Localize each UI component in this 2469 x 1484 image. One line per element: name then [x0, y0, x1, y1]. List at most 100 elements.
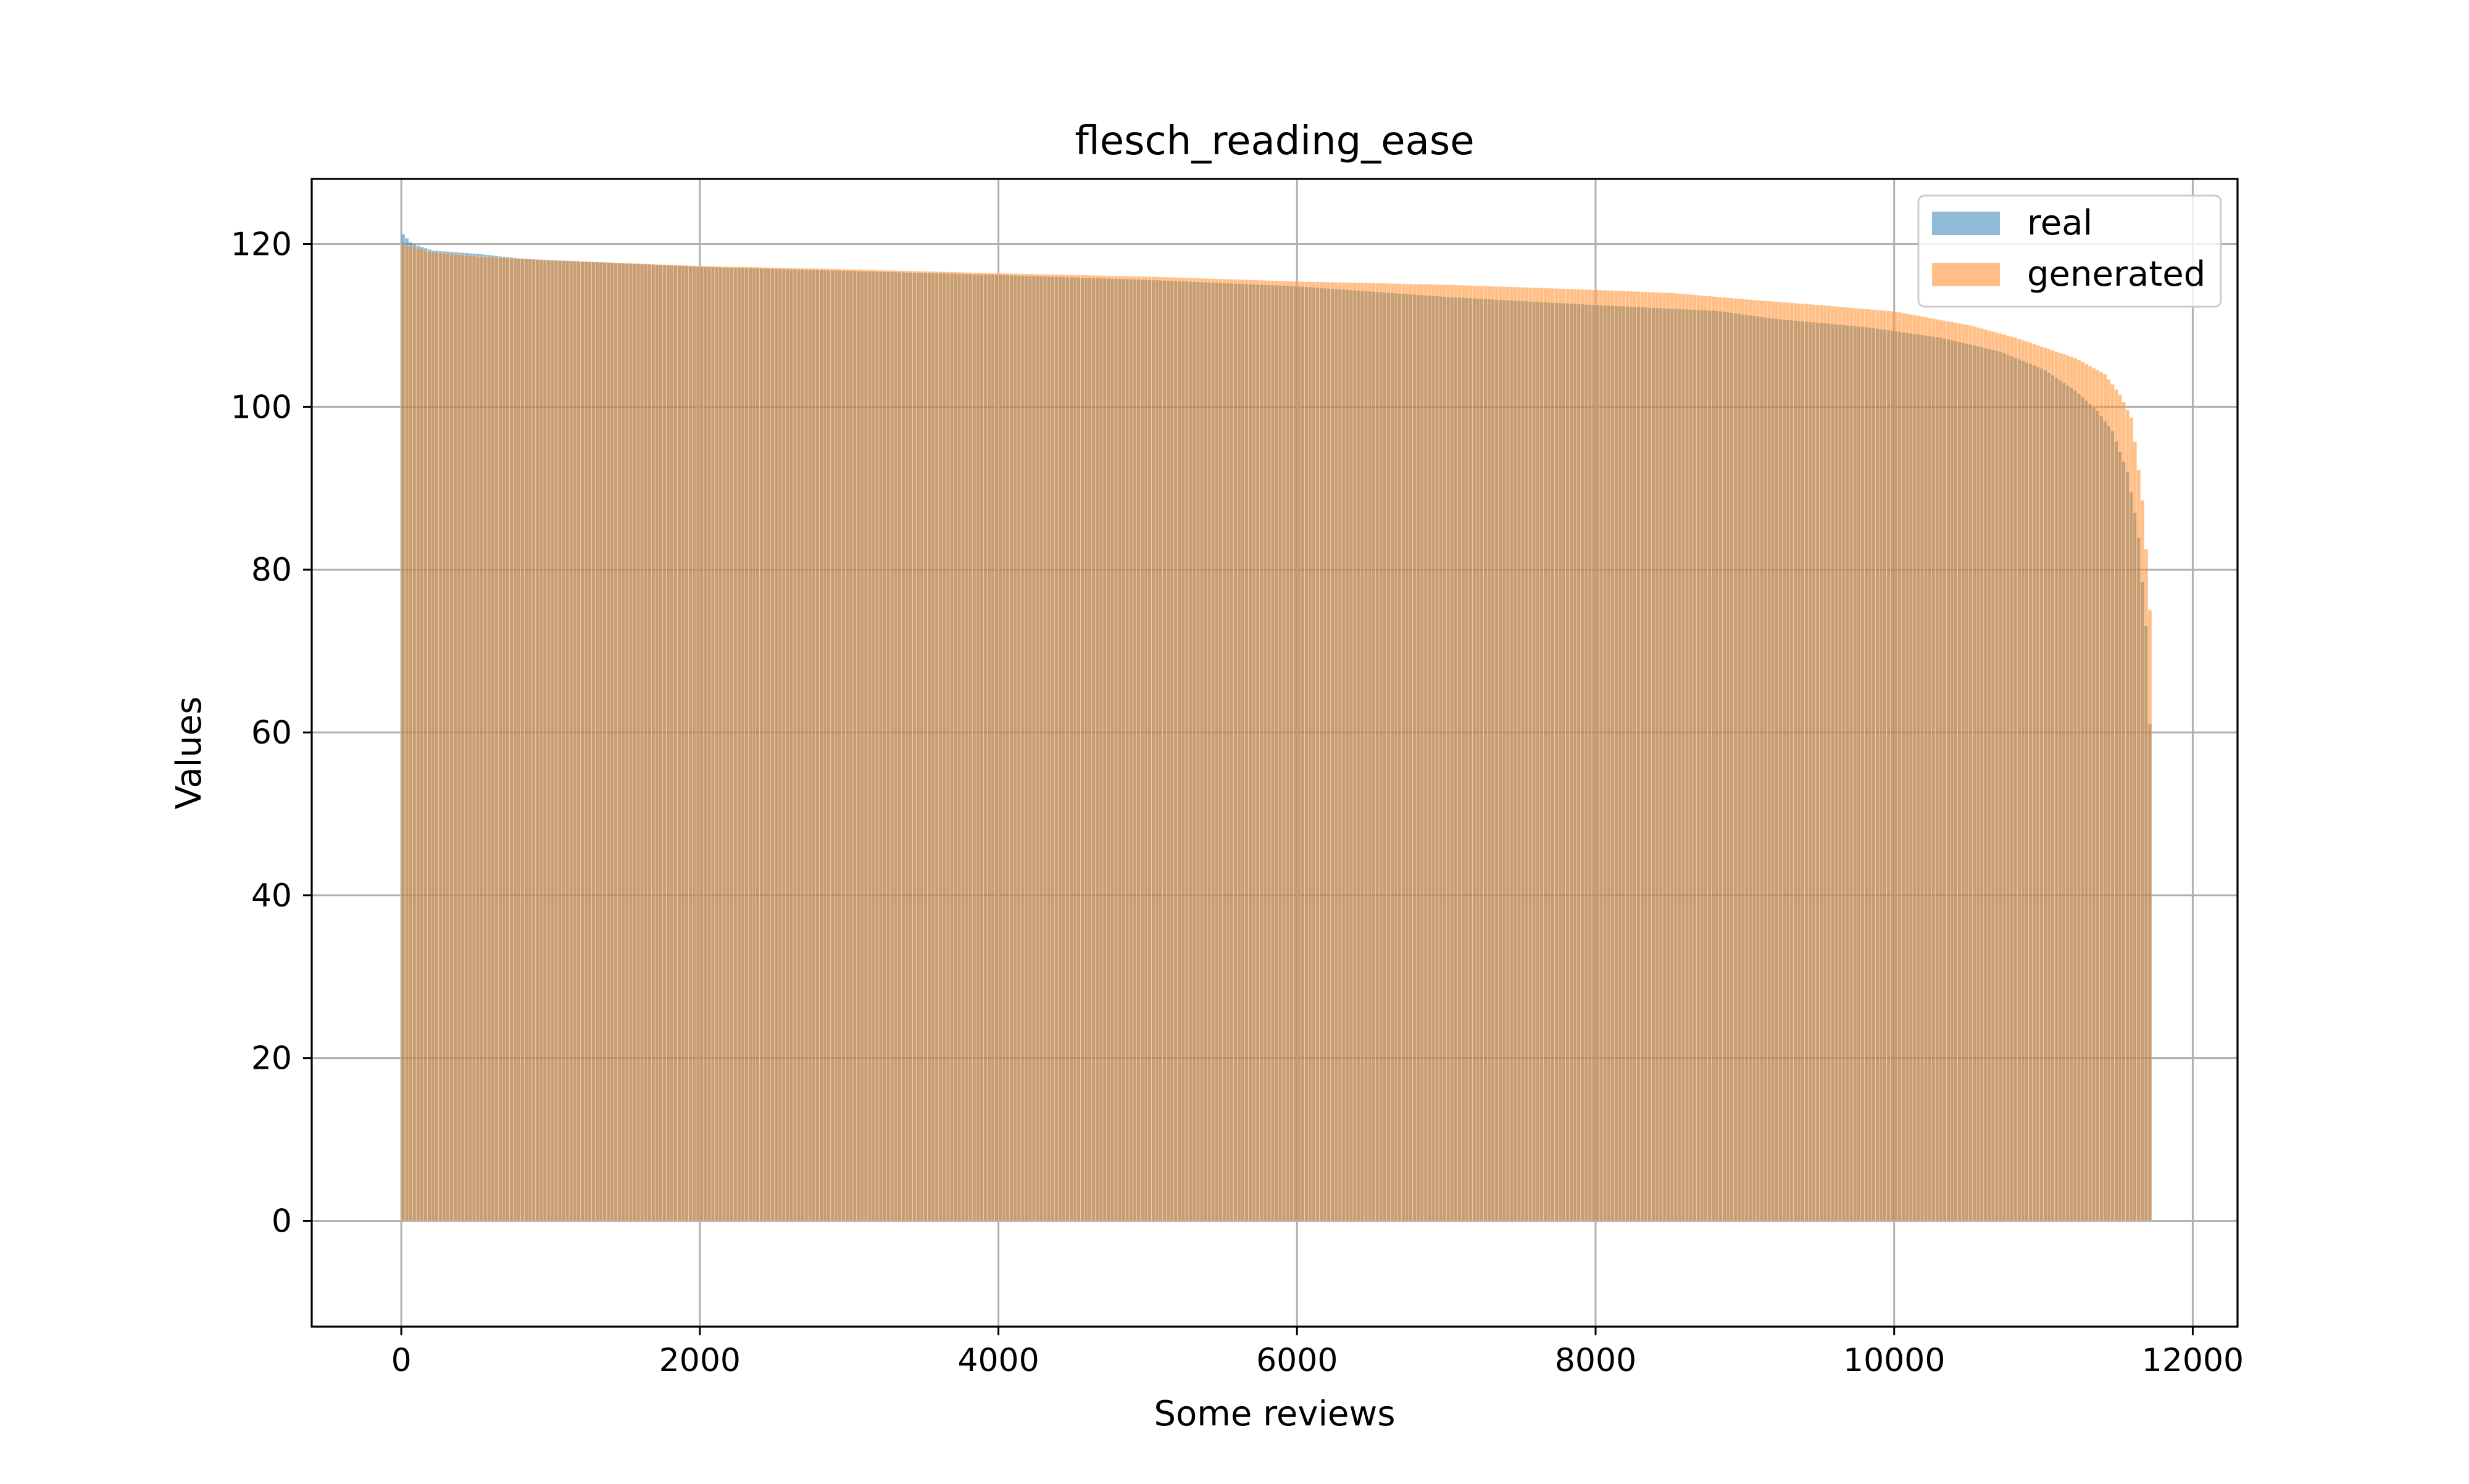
bar-generated — [1920, 316, 1925, 1221]
bar-generated — [520, 258, 525, 1221]
bar-generated — [1091, 275, 1096, 1221]
bar-generated — [1334, 282, 1339, 1221]
bar-generated — [1409, 283, 1414, 1221]
bar-generated — [1872, 309, 1876, 1221]
bar-generated — [845, 268, 850, 1221]
bar-generated — [744, 267, 749, 1221]
y-tick-label: 100 — [231, 389, 292, 426]
bar-generated — [1819, 305, 1824, 1221]
bar-generated — [1595, 289, 1600, 1221]
x-tick-label: 6000 — [1256, 1342, 1338, 1379]
bar-generated — [1095, 275, 1100, 1221]
bar-generated — [710, 266, 715, 1221]
bar-generated — [1125, 276, 1130, 1221]
bar-generated — [1863, 309, 1868, 1221]
bar-generated — [756, 267, 760, 1221]
bar-generated — [442, 252, 447, 1221]
bar-generated — [905, 270, 909, 1221]
bar-generated — [1823, 305, 1828, 1221]
bar-generated — [1084, 275, 1089, 1221]
bar-generated — [1950, 321, 1954, 1221]
bar-generated — [1852, 307, 1857, 1221]
bar-generated — [2051, 350, 2055, 1221]
bar-generated — [1480, 285, 1484, 1221]
bar-generated — [528, 259, 533, 1221]
bar-generated — [968, 272, 973, 1221]
bar-generated — [1957, 323, 1962, 1221]
bar-generated — [509, 257, 514, 1221]
bar-generated — [1397, 283, 1402, 1221]
bar-generated — [983, 272, 988, 1221]
bar-generated — [1599, 289, 1604, 1221]
bar-generated — [1752, 299, 1757, 1221]
bar-generated — [2005, 335, 2010, 1221]
bar-generated — [1039, 274, 1044, 1221]
ticks: 0 2000 4000 6000 8000 10000 12000 0 20 40 60 80 100 1… — [231, 226, 2244, 1379]
bar-generated — [1099, 275, 1104, 1221]
bar-generated — [1210, 278, 1215, 1221]
bar-generated — [1046, 274, 1051, 1221]
bar-generated — [1386, 283, 1391, 1221]
x-axis-label: Some reviews — [1154, 1394, 1396, 1434]
bar-generated — [1569, 288, 1574, 1221]
bar-generated — [1755, 300, 1760, 1221]
bar-generated — [1483, 286, 1488, 1221]
bar-generated — [535, 259, 540, 1221]
bar-generated — [1789, 302, 1794, 1221]
bar-generated — [1980, 328, 1984, 1221]
bar-generated — [1420, 284, 1425, 1221]
bar-generated — [864, 269, 868, 1221]
bar-generated — [1207, 278, 1212, 1221]
bar-generated — [468, 255, 473, 1221]
bar-generated — [793, 268, 797, 1221]
bar-generated — [1300, 281, 1305, 1221]
bar-generated — [1785, 302, 1790, 1221]
bar-generated — [2039, 346, 2044, 1221]
bar-generated — [852, 269, 857, 1221]
bar-generated — [435, 252, 439, 1221]
bar-generated — [1453, 284, 1458, 1221]
bar-generated — [1528, 287, 1533, 1221]
bar-generated — [2017, 338, 2021, 1221]
bar-generated — [457, 254, 462, 1221]
bar-generated — [1382, 283, 1387, 1221]
y-tick-label: 20 — [251, 1040, 292, 1077]
bar-generated — [2110, 384, 2115, 1221]
bar-generated — [670, 264, 674, 1221]
bar-generated — [576, 261, 581, 1221]
bar-generated — [1360, 283, 1365, 1221]
bar-generated — [1946, 321, 1951, 1221]
bar-generated — [1991, 331, 1996, 1221]
bar-generated — [1378, 283, 1383, 1221]
bar-generated — [957, 272, 962, 1221]
bar-generated — [453, 254, 458, 1221]
bar-generated — [1352, 282, 1357, 1221]
bar-generated — [1312, 281, 1316, 1221]
bar-generated — [1730, 297, 1734, 1221]
bar-generated — [1069, 275, 1073, 1221]
bar-generated — [1136, 276, 1141, 1221]
bar-generated — [714, 266, 719, 1221]
bar-generated — [1289, 281, 1294, 1221]
bar-generated — [602, 262, 607, 1221]
bar-generated — [1241, 279, 1246, 1221]
bar-generated — [752, 267, 756, 1221]
bar-generated — [1976, 327, 1981, 1221]
bar-generated — [506, 257, 510, 1221]
bar-generated — [1487, 286, 1492, 1221]
bar-generated — [1330, 281, 1335, 1221]
bar-generated — [1633, 291, 1637, 1221]
bar-generated — [431, 252, 435, 1221]
bar-generated — [1203, 278, 1208, 1221]
bar-generated — [1573, 289, 1578, 1221]
bar-generated — [1281, 281, 1286, 1221]
bar-generated — [513, 258, 517, 1221]
bar-generated — [692, 265, 697, 1221]
x-tick-label: 8000 — [1555, 1342, 1636, 1379]
bar-generated — [998, 273, 1003, 1221]
bar-generated — [479, 256, 484, 1221]
bar-generated — [778, 267, 783, 1221]
bar-generated — [1744, 299, 1749, 1221]
